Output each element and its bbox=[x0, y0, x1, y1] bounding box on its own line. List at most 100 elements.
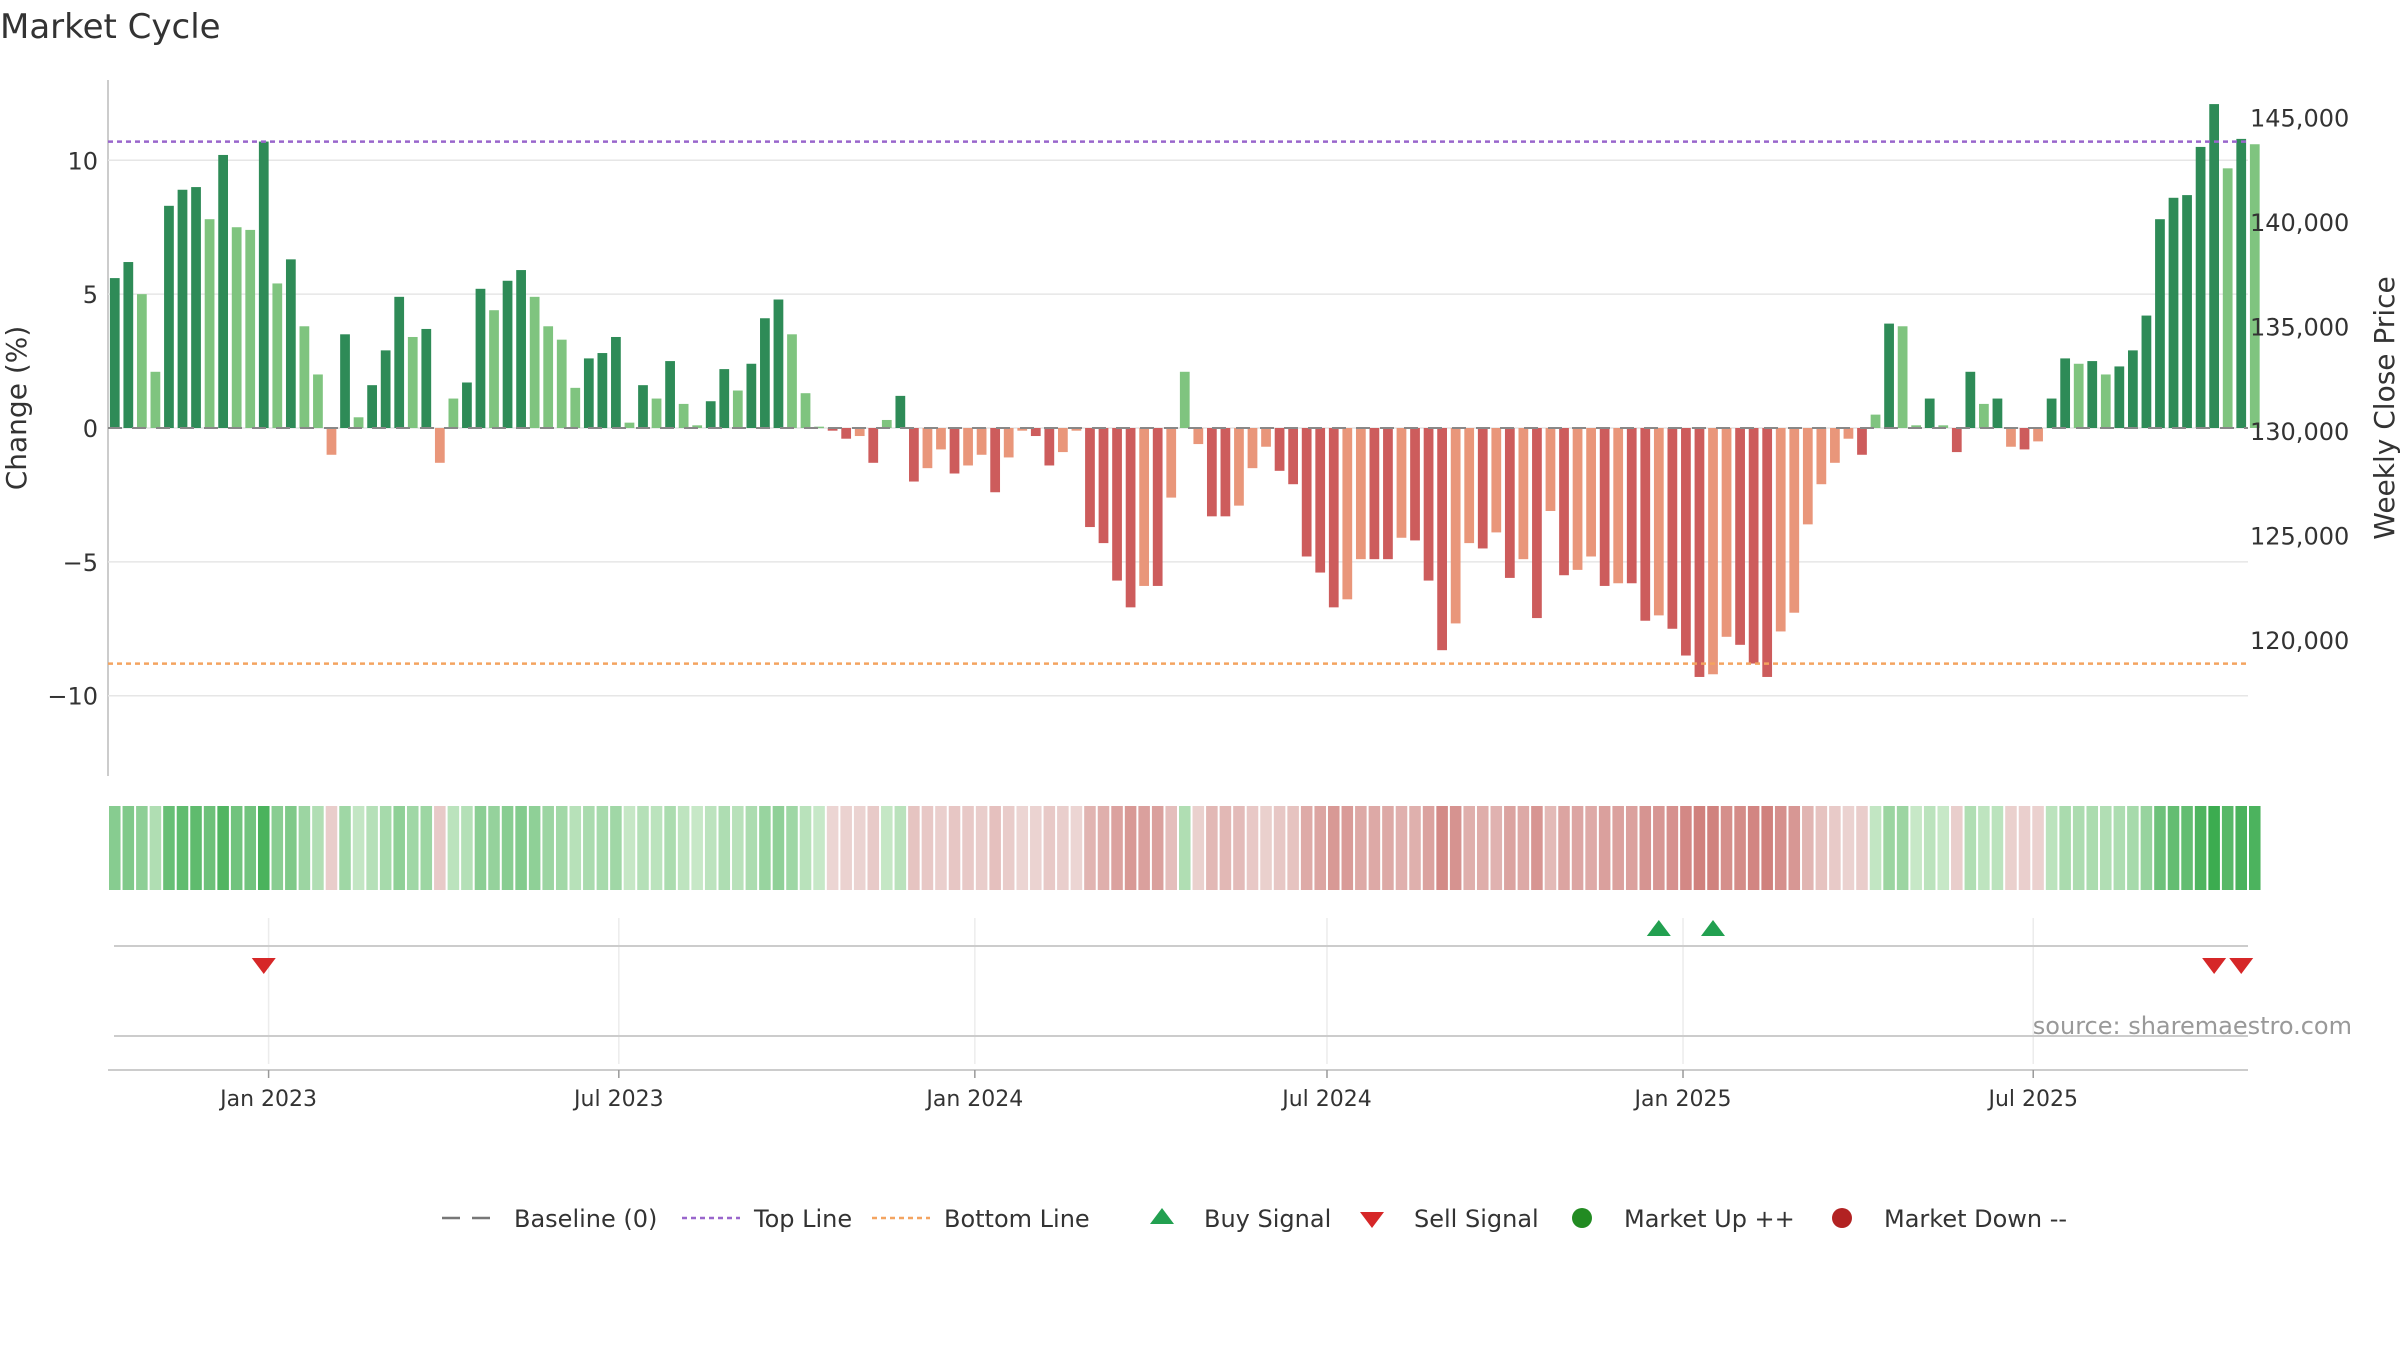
legend-label: Sell Signal bbox=[1414, 1205, 1539, 1233]
heat-cell bbox=[1598, 806, 1611, 890]
heat-cell bbox=[650, 806, 663, 890]
change-bar bbox=[2141, 315, 2152, 428]
heat-cell bbox=[894, 806, 907, 890]
heat-cell bbox=[1341, 806, 1354, 890]
heat-cell bbox=[610, 806, 622, 890]
change-bar bbox=[1694, 428, 1705, 677]
heat-cell bbox=[298, 806, 311, 890]
change-bar bbox=[2033, 428, 2043, 442]
change-bar bbox=[827, 428, 838, 431]
change-bar bbox=[583, 358, 594, 428]
change-bar bbox=[1301, 428, 1312, 557]
heat-cell bbox=[1192, 806, 1205, 890]
change-bar bbox=[922, 428, 933, 469]
heat-cell bbox=[1829, 806, 1841, 890]
change-bar bbox=[1057, 428, 1068, 453]
heat-cell bbox=[1504, 806, 1516, 890]
change-bar bbox=[1843, 428, 1854, 439]
change-bar bbox=[1220, 428, 1231, 517]
change-bar bbox=[1410, 428, 1420, 541]
change-bar bbox=[231, 227, 242, 428]
change-bar bbox=[2127, 350, 2138, 428]
sell-signal-marker bbox=[251, 958, 276, 974]
heat-cell bbox=[1978, 806, 1990, 890]
heat-cell bbox=[1070, 806, 1083, 890]
change-bar bbox=[1626, 428, 1637, 584]
heat-cell bbox=[2113, 806, 2126, 890]
change-bar bbox=[272, 283, 283, 428]
heat-cell bbox=[1287, 806, 1299, 890]
heat-cell bbox=[623, 806, 636, 890]
heat-cell bbox=[1693, 806, 1706, 890]
heat-cell bbox=[2249, 806, 2261, 890]
heat-cell bbox=[2018, 806, 2031, 890]
heat-cell bbox=[2032, 806, 2044, 890]
change-bar bbox=[868, 428, 879, 463]
change-bar bbox=[1247, 428, 1258, 469]
heat-cell bbox=[1869, 806, 1882, 890]
x-tick-label: Jul 2024 bbox=[1280, 1087, 1372, 1112]
heat-cell bbox=[244, 806, 256, 890]
heat-cell bbox=[583, 806, 595, 890]
y-tick-label-left: 5 bbox=[83, 281, 98, 309]
heat-cell bbox=[203, 806, 216, 890]
legend-label: Top Line bbox=[753, 1205, 852, 1233]
heat-cell bbox=[122, 806, 135, 890]
change-bar bbox=[299, 326, 310, 428]
change-bar bbox=[854, 428, 865, 437]
x-tick-label: Jul 2023 bbox=[572, 1087, 664, 1112]
heat-cell bbox=[1233, 806, 1245, 890]
heat-cell bbox=[1707, 806, 1719, 890]
legend-item-bottom: Bottom Line bbox=[872, 1205, 1090, 1233]
change-bar bbox=[1017, 428, 1028, 431]
heat-cell bbox=[1490, 806, 1503, 890]
change-bar bbox=[543, 326, 554, 428]
change-bar bbox=[1897, 326, 1908, 428]
change-bar bbox=[678, 403, 689, 428]
y-tick-label-right: 145,000 bbox=[2250, 105, 2349, 133]
change-bar bbox=[651, 398, 662, 428]
change-bar bbox=[2060, 358, 2071, 428]
heat-cell bbox=[1151, 806, 1164, 890]
heat-cell bbox=[190, 806, 202, 890]
heat-cell bbox=[704, 806, 717, 890]
change-bar bbox=[1125, 428, 1136, 608]
change-bar bbox=[1003, 428, 1014, 458]
change-bar bbox=[841, 428, 852, 439]
heat-cell bbox=[677, 806, 690, 890]
heat-cell bbox=[1896, 806, 1909, 890]
heat-cell bbox=[759, 806, 771, 890]
change-bar bbox=[502, 280, 513, 428]
change-bar bbox=[1071, 428, 1082, 431]
change-bar bbox=[1030, 428, 1041, 437]
change-bar bbox=[760, 318, 770, 428]
legend-item-up: Market Up ++ bbox=[1572, 1205, 1795, 1233]
heat-cell bbox=[921, 806, 934, 890]
heat-cell bbox=[881, 806, 893, 890]
heat-cell bbox=[1612, 806, 1624, 890]
heat-cell bbox=[1273, 806, 1286, 890]
change-bar bbox=[1423, 428, 1434, 581]
change-bar bbox=[340, 334, 350, 428]
heat-cell bbox=[461, 806, 473, 890]
heat-cell bbox=[488, 806, 500, 890]
heat-cell bbox=[1409, 806, 1421, 890]
heat-cell bbox=[1043, 806, 1056, 890]
change-bar bbox=[1179, 371, 1190, 428]
change-bar bbox=[1261, 428, 1271, 447]
y-ticks: 10 5 0 −5 −10 145,000 140,000 135,000 130,000 125… bbox=[47, 105, 2349, 711]
change-bar bbox=[1599, 428, 1610, 586]
heat-cell bbox=[2208, 806, 2220, 890]
y-tick-label-left: −5 bbox=[63, 549, 98, 577]
y-tick-label-right: 140,000 bbox=[2250, 209, 2349, 237]
change-bar bbox=[611, 336, 621, 428]
legend-swatch-sell bbox=[1360, 1212, 1384, 1228]
heat-cell bbox=[1206, 806, 1218, 890]
heat-cell bbox=[1531, 806, 1543, 890]
change-bar bbox=[1775, 428, 1786, 632]
heat-cell bbox=[379, 806, 392, 890]
change-bar bbox=[1532, 428, 1542, 619]
heat-cell bbox=[664, 806, 676, 890]
heat-cell bbox=[962, 806, 974, 890]
